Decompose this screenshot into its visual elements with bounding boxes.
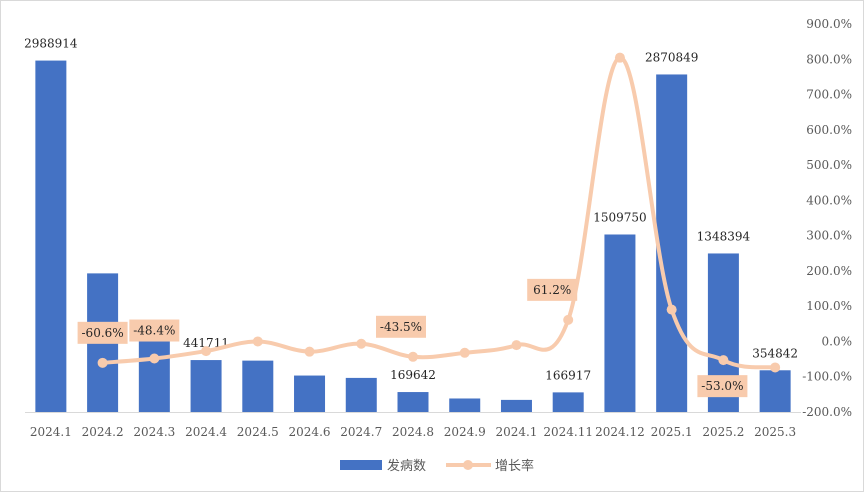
line-marker — [304, 346, 315, 357]
bar — [759, 370, 791, 412]
x-tick-label: 2025.3 — [754, 425, 796, 439]
bar-data-label: 166917 — [545, 368, 591, 382]
x-tick-label: 2024.3 — [133, 425, 175, 439]
x-tick-label: 2024.1 — [30, 425, 72, 439]
x-tick-label: 2024.9 — [444, 425, 486, 439]
line-marker — [770, 362, 781, 373]
legend-label-bar: 发病数 — [387, 458, 426, 474]
x-tick-label: 2024.6 — [289, 425, 331, 439]
line-marker — [718, 355, 729, 366]
y-tick-label: -100.0% — [802, 370, 852, 384]
line-data-label: 61.2% — [533, 283, 571, 297]
y-tick-label: 200.0% — [806, 264, 852, 278]
line-label-box — [77, 321, 128, 344]
x-tick-label: 2024.2 — [82, 425, 124, 439]
y-tick-label: 900.0% — [806, 17, 852, 31]
bar-data-label: 2988914 — [24, 37, 78, 51]
x-tick-label: 2024.12 — [595, 425, 645, 439]
x-tick-label: 2024.11 — [543, 425, 593, 439]
line-marker — [201, 346, 212, 357]
bar-data-label: 169642 — [390, 368, 436, 382]
bar-data-label: 1348394 — [697, 229, 751, 243]
line-marker — [149, 353, 160, 364]
line-marker — [252, 336, 263, 347]
x-tick-label: 2024.5 — [237, 425, 279, 439]
legend: 发病数 增长率 — [340, 458, 534, 474]
line-data-label: -53.0% — [701, 379, 743, 393]
line-label-box — [697, 375, 748, 398]
line-data-label: -48.4% — [133, 324, 175, 338]
line-marker — [356, 338, 367, 349]
bar-data-label: 354842 — [752, 346, 798, 360]
line-marker — [408, 351, 418, 362]
line-series — [97, 52, 781, 373]
bar — [397, 392, 429, 412]
bar — [294, 375, 326, 412]
x-tick-label: 2025.1 — [651, 425, 693, 439]
line-label-box — [376, 315, 426, 338]
bar — [656, 74, 688, 412]
x-axis-ticks: 2024.1 2024.2 2024.3 2024.4 2024.5 2024.6 2024… — [30, 425, 796, 439]
bar-series — [35, 60, 791, 412]
line-data-labels: -60.6% -48.4% -43.5% 61.2% -53.0% — [77, 278, 748, 398]
y-tick-label: 300.0% — [806, 229, 852, 243]
bar — [500, 399, 532, 412]
legend-label-line: 增长率 — [495, 458, 534, 474]
line-data-label: -60.6% — [82, 326, 124, 340]
bar — [138, 340, 170, 412]
line-data-label: -43.5% — [380, 320, 422, 334]
bar — [552, 392, 584, 412]
y-tick-label: 500.0% — [806, 158, 852, 172]
x-tick-label: 2024.8 — [392, 425, 434, 439]
line-label-box — [129, 319, 180, 342]
x-tick-label: 2024.1 — [495, 425, 537, 439]
line-label-box — [527, 278, 578, 301]
legend-swatch-marker — [463, 460, 473, 470]
line-marker — [614, 52, 625, 63]
line-marker — [511, 340, 522, 351]
bar — [35, 60, 67, 412]
y-tick-label: 100.0% — [806, 299, 852, 313]
x-tick-label: 2024.4 — [185, 425, 227, 439]
bar-data-label: 441711 — [183, 336, 229, 350]
bar — [345, 377, 377, 412]
bar-data-label: 2870849 — [645, 50, 698, 64]
y-tick-label: 0.0% — [822, 334, 853, 348]
x-tick-label: 2025.2 — [702, 425, 744, 439]
bar — [604, 234, 636, 412]
bar — [190, 360, 222, 412]
x-tick-label: 2024.7 — [340, 425, 382, 439]
line-marker — [97, 357, 108, 368]
line-marker — [459, 347, 470, 358]
right-y-axis-ticks: -200.0% -100.0% 0.0% 100.0% 200.0% 300.0% 400.… — [802, 17, 852, 419]
line-marker — [563, 314, 574, 325]
legend-swatch-bar — [340, 460, 382, 470]
y-tick-label: 600.0% — [806, 123, 852, 137]
bar — [449, 398, 481, 412]
bar-data-labels: 2988914 441711 169642 166917 1509750 2870849 1… — [24, 37, 798, 383]
y-tick-label: 400.0% — [806, 193, 852, 207]
line-marker — [666, 304, 677, 315]
bar-data-label: 1509750 — [593, 210, 646, 224]
y-tick-label: 700.0% — [806, 88, 852, 102]
bar — [242, 360, 274, 412]
growth-rate-line — [100, 55, 778, 370]
y-tick-label: 800.0% — [806, 52, 852, 66]
y-tick-label: -200.0% — [802, 405, 852, 419]
